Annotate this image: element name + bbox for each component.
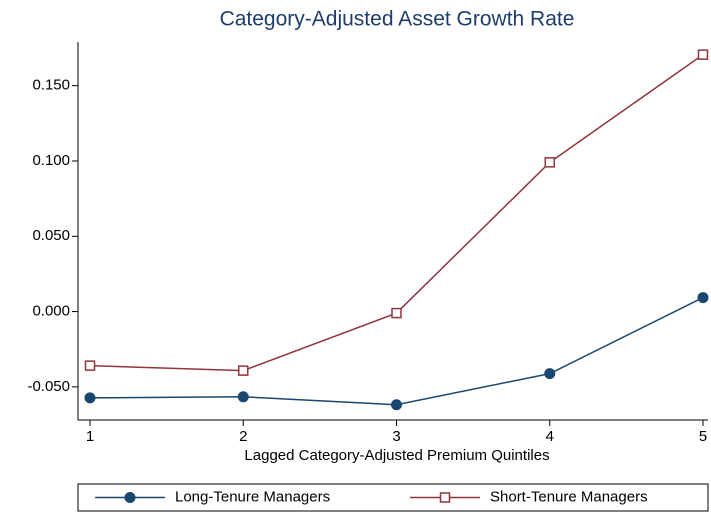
point — [84, 360, 96, 371]
point — [84, 392, 96, 404]
series-line — [89, 54, 704, 372]
point — [391, 307, 402, 319]
y-tick-label: 0.050 — [32, 227, 70, 244]
point — [697, 49, 709, 60]
x-tick-label: 2 — [239, 428, 247, 445]
y-tick-label: 0.100 — [32, 152, 70, 169]
legend — [77, 483, 709, 512]
legend-label: Long-Tenure Managers — [175, 488, 330, 505]
x-axis-label: Lagged Category-Adjusted Premium Quintil… — [244, 447, 549, 464]
x-tick-label: 1 — [86, 428, 94, 445]
y-tick-label: 0.150 — [32, 77, 70, 94]
point — [544, 368, 556, 380]
point — [238, 365, 249, 376]
legend-label: Short-Tenure Managers — [490, 488, 648, 505]
point — [697, 292, 709, 304]
legend-marker — [124, 492, 136, 503]
x-tick-label: 3 — [392, 428, 400, 445]
chart-title: Category-Adjusted Asset Growth Rate — [220, 8, 575, 31]
y-tick-label: 0.000 — [32, 303, 70, 320]
y-tick-label: -0.050 — [27, 378, 70, 395]
point — [237, 391, 249, 403]
point — [544, 157, 555, 168]
x-tick-label: 5 — [699, 428, 707, 445]
legend-marker — [439, 492, 451, 503]
point — [391, 399, 402, 411]
x-tick-label: 4 — [546, 428, 554, 445]
